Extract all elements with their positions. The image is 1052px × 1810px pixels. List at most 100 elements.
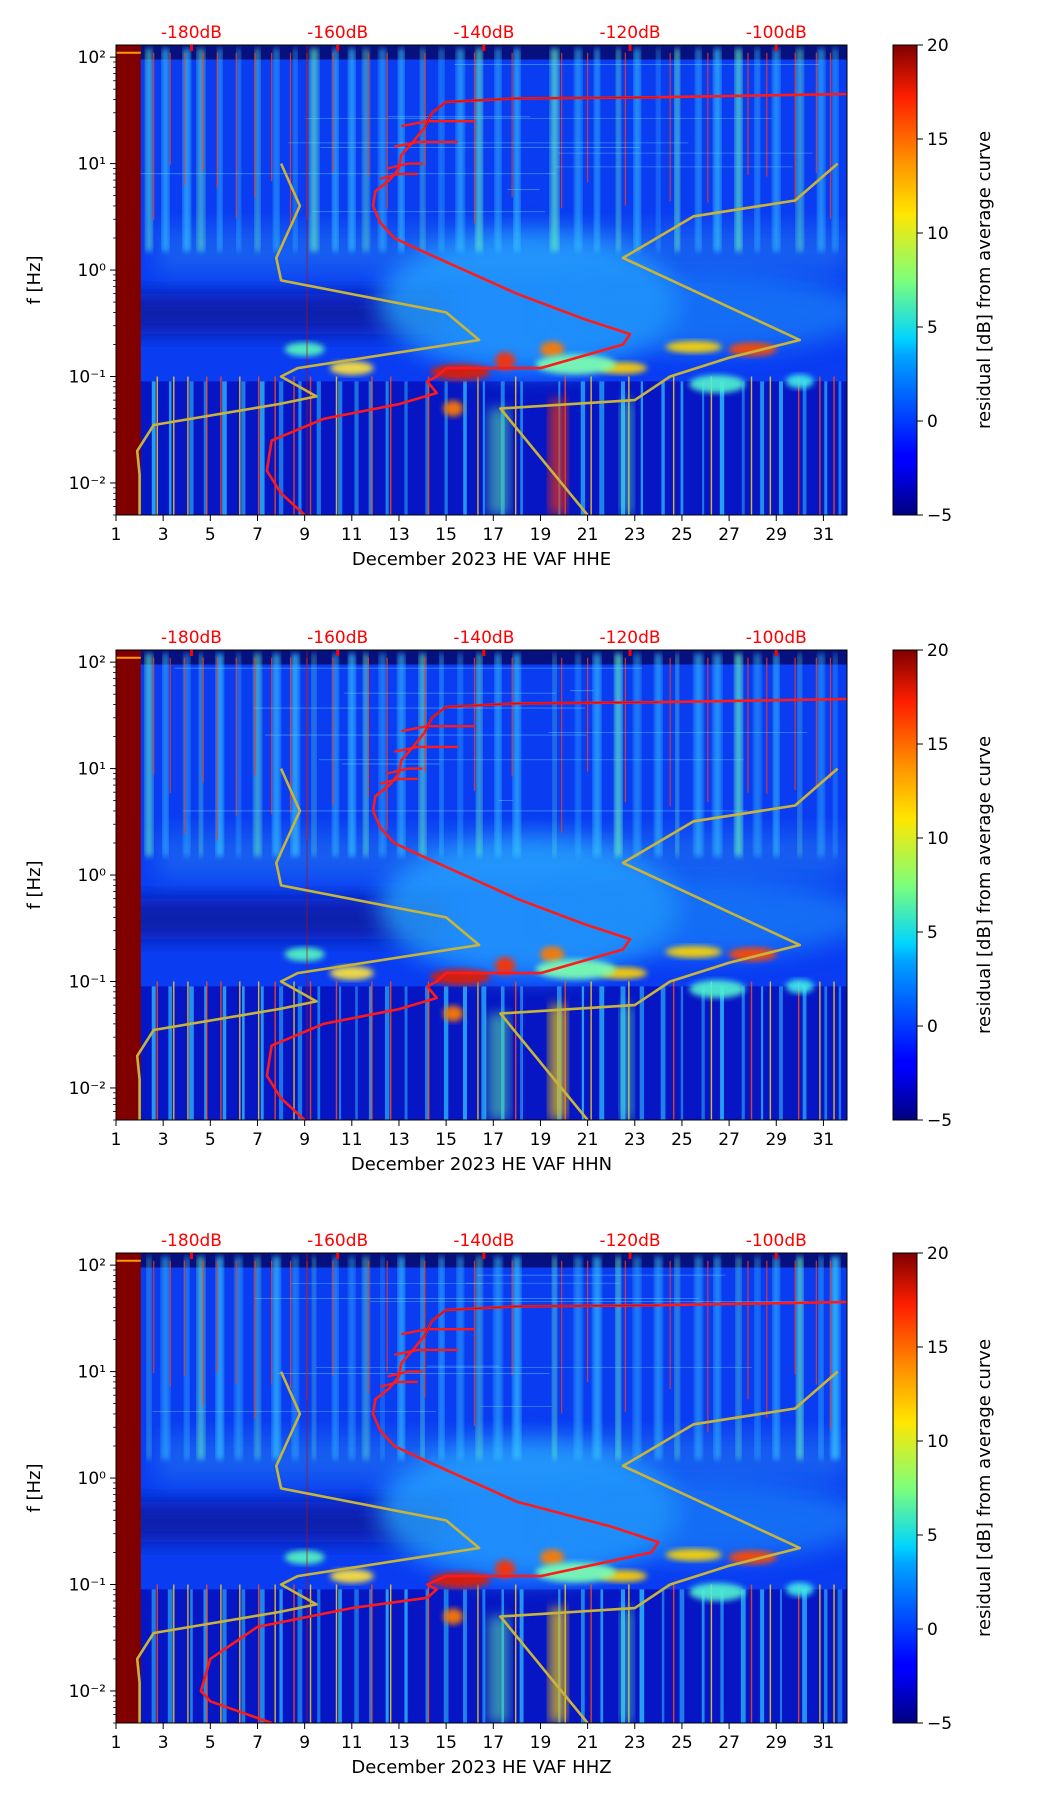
x-tick-label: 17 <box>482 1733 504 1753</box>
colorbar-label: residual [dB] from average curve <box>974 131 995 429</box>
hf-stripe <box>162 48 169 252</box>
microseism-blob <box>535 959 616 980</box>
hf-stripe <box>633 653 641 857</box>
hf-stripe <box>495 653 501 857</box>
hf-stripe <box>235 1256 242 1460</box>
microseism-blob <box>430 364 491 381</box>
hf-stripe <box>147 1256 151 1460</box>
lf-stripe <box>661 381 665 515</box>
lf-stripe <box>151 381 156 515</box>
microseism-blob <box>329 1569 374 1584</box>
lf-stripe <box>779 1589 782 1723</box>
y-tick-label: 10¹ <box>78 760 106 780</box>
x-tick-label: 9 <box>299 525 310 545</box>
lf-stripe <box>222 381 227 515</box>
hf-stripe <box>458 653 463 857</box>
top-db-label: -120dB <box>600 1231 661 1251</box>
lf-stripe <box>259 381 265 515</box>
lf-stripe <box>151 986 156 1120</box>
lf-stripe <box>298 381 302 515</box>
lf-stripe <box>802 986 807 1120</box>
lf-stripe <box>740 1589 746 1723</box>
lf-stripe <box>581 986 585 1120</box>
y-axis-label: f [Hz] <box>24 255 45 304</box>
hf-stripe <box>456 48 464 252</box>
colorbar-tick-label: 20 <box>927 36 949 56</box>
y-tick-label: 10¹ <box>78 155 106 175</box>
lf-stripe <box>639 986 645 1120</box>
lf-stripe <box>241 1589 246 1723</box>
hf-stripe <box>197 48 205 252</box>
lf-stripe <box>338 1589 342 1723</box>
microseism-blob <box>443 1005 464 1022</box>
lf-stripe <box>463 1589 467 1723</box>
lf-stripe <box>580 381 586 515</box>
hf-stripe <box>216 653 224 857</box>
lf-stripe <box>297 1589 303 1723</box>
microseism-blob <box>495 351 516 370</box>
top-db-label: -180dB <box>161 628 222 648</box>
hf-stripe <box>494 1256 502 1460</box>
lf-stripe <box>279 986 284 1120</box>
hf-stripe <box>310 48 319 252</box>
hf-stripe <box>362 1256 369 1460</box>
lf-stripe <box>355 986 358 1120</box>
lf-stripe <box>824 986 828 1120</box>
microseism-blob <box>284 342 325 357</box>
lf-stripe <box>203 381 208 515</box>
hf-stripe <box>380 1256 385 1460</box>
hf-stripe <box>398 1256 405 1460</box>
hf-stripe <box>476 1256 483 1460</box>
y-tick-label: 10⁰ <box>78 261 107 281</box>
colorbar <box>892 649 918 1121</box>
lf-stripe <box>519 1589 524 1723</box>
colorbar-tick-label: 5 <box>927 923 938 943</box>
hf-stripe <box>594 48 600 252</box>
lf-stripe <box>354 381 359 515</box>
lf-stripe <box>425 381 430 515</box>
x-tick-label: 15 <box>435 1733 457 1753</box>
lf-stripe <box>259 1589 265 1723</box>
lf-column <box>549 1005 566 1120</box>
microseism-blob <box>728 342 777 357</box>
noise-psd-branch <box>386 767 423 775</box>
hf-stripe <box>675 1256 680 1460</box>
lf-stripe <box>463 381 467 515</box>
x-tick-label: 25 <box>671 1130 693 1150</box>
hf-stripe <box>773 1256 780 1460</box>
lf-stripe <box>260 986 264 1120</box>
top-db-label: -180dB <box>161 23 222 43</box>
hf-stripe <box>197 1256 205 1460</box>
hf-stripe <box>796 48 804 252</box>
noise-psd-edge <box>424 701 659 733</box>
hf-stripe <box>495 48 501 252</box>
gap-column <box>116 1253 141 1723</box>
microseism-blob <box>495 1559 516 1578</box>
hf-stripe <box>420 1256 425 1460</box>
lf-stripe <box>741 986 745 1120</box>
colorbar-tick-label: 0 <box>927 412 938 432</box>
hf-stripe <box>735 48 742 252</box>
lf-stripe <box>384 986 390 1120</box>
x-tick-label: 29 <box>765 525 787 545</box>
y-tick-label: 10⁻² <box>69 1682 106 1702</box>
lf-stripe <box>701 1589 705 1723</box>
microseism-blob <box>540 1549 565 1566</box>
hf-stripe <box>819 1256 823 1460</box>
x-axis-label: December 2023 HE VAF HHN <box>351 1154 612 1175</box>
low-frequency-band <box>116 1589 847 1723</box>
hf-stripe <box>695 48 701 252</box>
y-tick-label: 10² <box>78 653 106 673</box>
x-tick-label: 1 <box>111 1130 122 1150</box>
hf-stripe <box>332 48 338 252</box>
x-tick-label: 21 <box>577 1733 599 1753</box>
hf-stripe <box>656 48 661 252</box>
hf-stripe <box>163 653 168 857</box>
lf-stripe <box>317 986 321 1120</box>
lf-stripe <box>599 381 605 515</box>
hf-stripe <box>633 1256 641 1460</box>
x-tick-label: 7 <box>252 1733 263 1753</box>
lf-stripe <box>838 986 842 1120</box>
noise-psd-branch <box>394 140 458 148</box>
